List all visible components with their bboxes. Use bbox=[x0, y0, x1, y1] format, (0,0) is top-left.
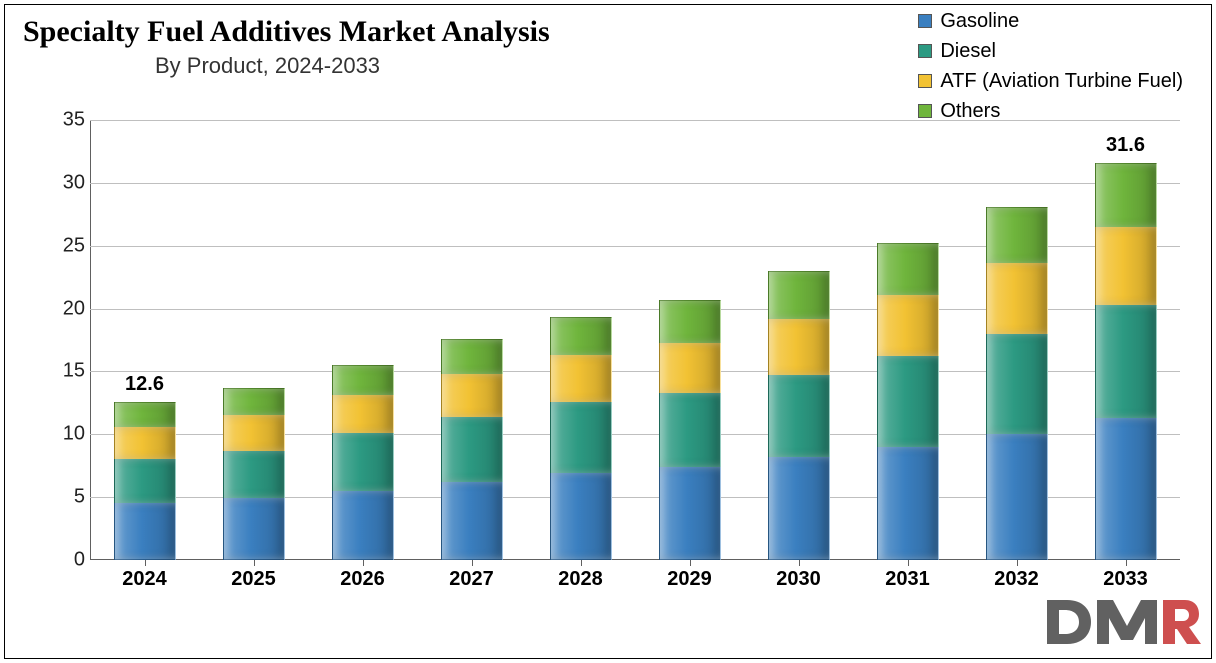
legend-label-diesel: Diesel bbox=[940, 37, 996, 65]
bar-segment-gasoline bbox=[441, 482, 503, 560]
bar-segment-diesel bbox=[986, 334, 1048, 435]
bar-2031 bbox=[877, 243, 939, 560]
legend-swatch-others bbox=[918, 104, 932, 118]
bar-segment-atf bbox=[114, 427, 176, 460]
bar-segment-atf bbox=[877, 295, 939, 357]
x-tick-label: 2032 bbox=[994, 568, 1039, 591]
bar-segment-others bbox=[114, 402, 176, 427]
legend: Gasoline Diesel ATF (Aviation Turbine Fu… bbox=[918, 7, 1183, 127]
legend-item-gasoline: Gasoline bbox=[918, 7, 1183, 35]
x-tick-label: 2028 bbox=[558, 568, 603, 591]
x-axis-labels: 2024 2025 2026 2027 2028 2029 2030 2031 2032 2033 bbox=[90, 560, 1180, 600]
bar-segment-diesel bbox=[768, 375, 830, 457]
bar-segment-gasoline bbox=[877, 447, 939, 560]
bar-2029 bbox=[659, 300, 721, 560]
bar-segment-others bbox=[223, 388, 285, 416]
bar-2025 bbox=[223, 388, 285, 560]
bar-2026 bbox=[332, 365, 394, 560]
y-axis-labels: 05101520253035 bbox=[5, 120, 90, 560]
legend-swatch-gasoline bbox=[918, 14, 932, 28]
bar-segment-others bbox=[332, 365, 394, 395]
bar-segment-gasoline bbox=[659, 467, 721, 560]
x-tick-label: 2030 bbox=[776, 568, 821, 591]
bar-segment-atf bbox=[223, 415, 285, 450]
bar-2028 bbox=[550, 317, 612, 560]
legend-swatch-diesel bbox=[918, 44, 932, 58]
x-tick-label: 2033 bbox=[1103, 568, 1148, 591]
chart-frame: Specialty Fuel Additives Market Analysis… bbox=[4, 4, 1212, 659]
bar-segment-diesel bbox=[441, 417, 503, 482]
y-tick-label: 30 bbox=[43, 171, 85, 194]
bar-segment-gasoline bbox=[223, 498, 285, 560]
bar-total-label: 12.6 bbox=[125, 373, 164, 396]
bar-segment-atf bbox=[441, 374, 503, 417]
bar-segment-diesel bbox=[1095, 305, 1157, 418]
bar-segment-others bbox=[1095, 163, 1157, 227]
bar-2033: 31.6 bbox=[1095, 163, 1157, 560]
bar-segment-others bbox=[550, 317, 612, 355]
chart-title: Specialty Fuel Additives Market Analysis bbox=[23, 15, 550, 49]
bar-segment-gasoline bbox=[768, 457, 830, 560]
bar-2032 bbox=[986, 207, 1048, 560]
legend-swatch-atf bbox=[918, 74, 932, 88]
bar-segment-others bbox=[441, 339, 503, 374]
bar-segment-gasoline bbox=[986, 434, 1048, 560]
bar-segment-diesel bbox=[550, 402, 612, 474]
bar-segment-others bbox=[986, 207, 1048, 264]
x-tick-label: 2026 bbox=[340, 568, 385, 591]
bar-segment-atf bbox=[332, 395, 394, 433]
bar-segment-others bbox=[659, 300, 721, 343]
bar-segment-diesel bbox=[223, 451, 285, 499]
y-tick-label: 0 bbox=[43, 549, 85, 572]
plot-area: 12.6 31.6 bbox=[90, 120, 1180, 560]
bar-segment-others bbox=[877, 243, 939, 295]
bar-segment-atf bbox=[550, 355, 612, 402]
x-tick-label: 2024 bbox=[122, 568, 167, 591]
bar-segment-atf bbox=[1095, 227, 1157, 305]
chart-subtitle: By Product, 2024-2033 bbox=[155, 53, 380, 79]
bar-segment-gasoline bbox=[1095, 418, 1157, 560]
bar-segment-diesel bbox=[659, 393, 721, 467]
bar-segment-diesel bbox=[114, 459, 176, 503]
bar-segment-gasoline bbox=[332, 491, 394, 560]
bar-segment-atf bbox=[986, 263, 1048, 333]
y-tick-label: 5 bbox=[43, 486, 85, 509]
bar-segment-diesel bbox=[877, 356, 939, 447]
bar-segment-atf bbox=[768, 319, 830, 376]
y-tick-label: 20 bbox=[43, 297, 85, 320]
x-tick-label: 2025 bbox=[231, 568, 276, 591]
y-tick-label: 35 bbox=[43, 109, 85, 132]
bar-segment-others bbox=[768, 271, 830, 319]
gridline bbox=[90, 120, 1180, 121]
bar-2024: 12.6 bbox=[114, 402, 176, 560]
x-tick-label: 2027 bbox=[449, 568, 494, 591]
x-tick-label: 2031 bbox=[885, 568, 930, 591]
bar-2030 bbox=[768, 271, 830, 560]
y-tick-label: 10 bbox=[43, 423, 85, 446]
y-axis bbox=[90, 120, 91, 560]
bar-segment-diesel bbox=[332, 433, 394, 491]
bar-segment-atf bbox=[659, 343, 721, 393]
y-tick-label: 15 bbox=[43, 360, 85, 383]
y-tick-label: 25 bbox=[43, 234, 85, 257]
plot-inner: 12.6 31.6 bbox=[90, 120, 1180, 560]
bar-2027 bbox=[441, 339, 503, 560]
watermark-logo bbox=[1041, 592, 1201, 652]
legend-label-gasoline: Gasoline bbox=[940, 7, 1019, 35]
legend-item-diesel: Diesel bbox=[918, 37, 1183, 65]
gridline bbox=[90, 183, 1180, 184]
bar-segment-gasoline bbox=[550, 473, 612, 560]
legend-label-atf: ATF (Aviation Turbine Fuel) bbox=[940, 67, 1183, 95]
legend-item-atf: ATF (Aviation Turbine Fuel) bbox=[918, 67, 1183, 95]
x-tick-label: 2029 bbox=[667, 568, 712, 591]
bar-total-label: 31.6 bbox=[1106, 134, 1145, 157]
bar-segment-gasoline bbox=[114, 503, 176, 560]
